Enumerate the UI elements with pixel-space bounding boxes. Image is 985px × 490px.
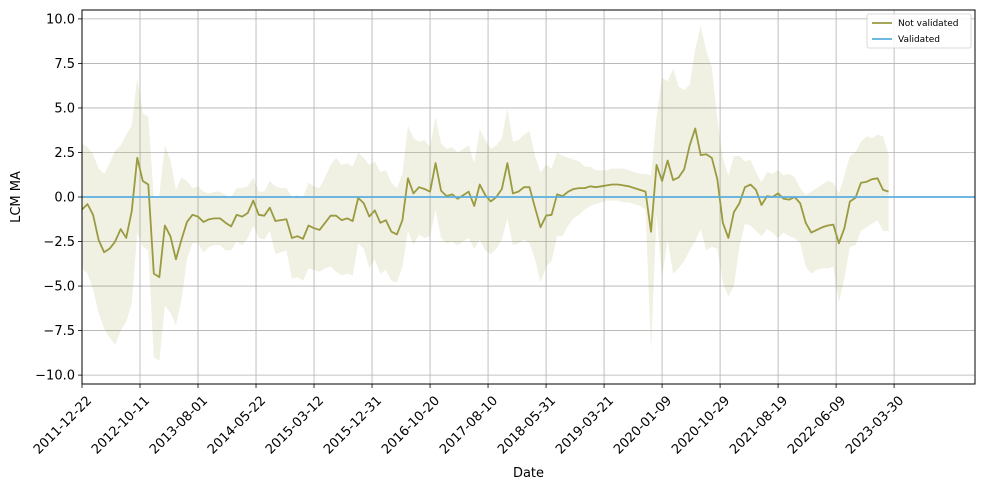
y-tick-label: 10.0 <box>46 12 75 27</box>
legend: Not validated Validated <box>866 13 972 49</box>
y-tick-label: 0.0 <box>54 191 75 206</box>
y-axis-label: LCM MA <box>9 171 24 223</box>
x-axis-label: Date <box>513 466 544 481</box>
series-lines <box>82 127 975 279</box>
series-line-not-validated <box>82 127 889 279</box>
y-tick-label: 2.5 <box>54 146 75 161</box>
y-tick-label: 5.0 <box>54 101 75 116</box>
legend-box <box>866 13 972 49</box>
y-tick-label: −10.0 <box>35 369 75 384</box>
y-tick-label: −5.0 <box>43 280 75 295</box>
y-tick-label: 7.5 <box>54 57 75 72</box>
legend-label: Validated <box>898 35 940 45</box>
y-axis-ticks: −10.0 −7.5 −5.0 −2.5 0.0 2.5 5.0 7.5 10.0 <box>35 12 82 384</box>
y-tick-label: −2.5 <box>43 235 75 250</box>
y-tick-label: −7.5 <box>43 324 75 339</box>
legend-label: Not validated <box>898 19 958 29</box>
